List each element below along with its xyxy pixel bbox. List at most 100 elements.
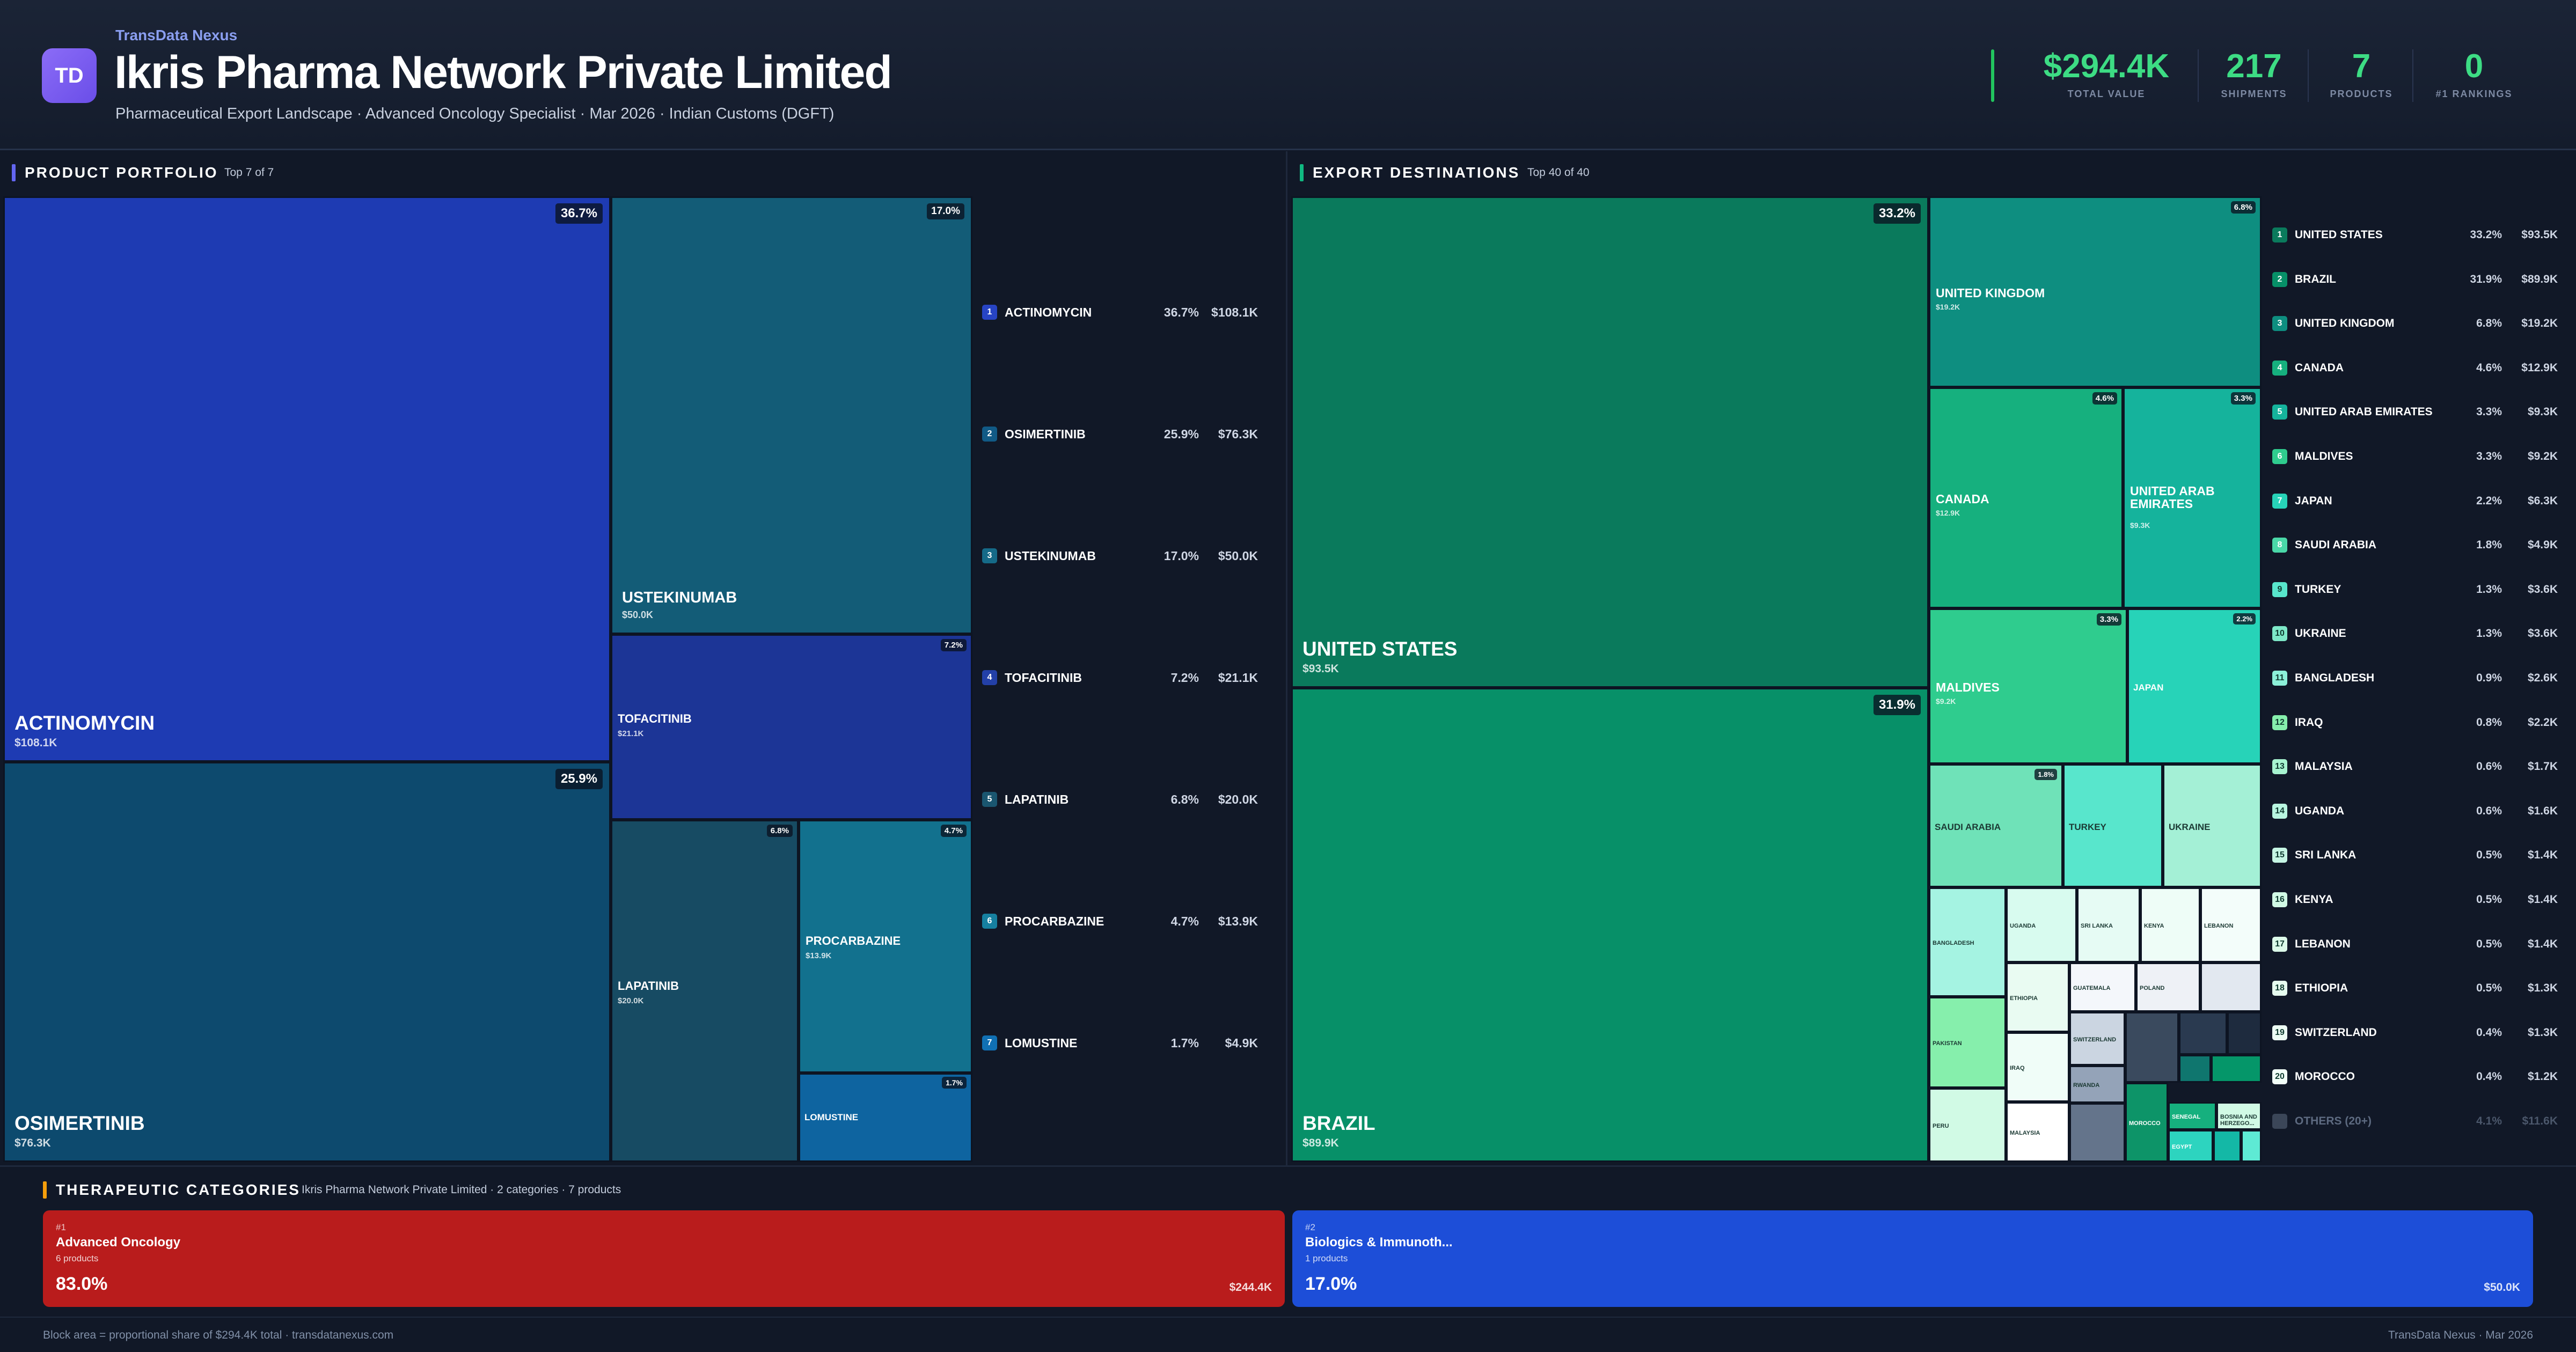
product-tile-tofacitinib[interactable]: 7.2% TOFACITINIB $21.1K — [611, 634, 972, 820]
product-tile-lapatinib[interactable]: 6.8% LAPATINIB $20.0K — [611, 820, 799, 1162]
tile-name: PERU — [1933, 1123, 1949, 1129]
category-card-advanced-oncology[interactable]: #1 Advanced Oncology 6 products 83.0% $2… — [43, 1210, 1285, 1307]
tile-value: $20.0K — [618, 996, 644, 1005]
list-item-saudi-arabia[interactable]: 8 SAUDI ARABIA 1.8% $4.9K — [2272, 534, 2562, 556]
list-item-lapatinib[interactable]: 5 LAPATINIB 6.8% $20.0K — [982, 789, 1272, 810]
destination-tile-senegal[interactable]: SENEGAL — [2168, 1102, 2216, 1130]
brand-name[interactable]: TransData Nexus — [115, 27, 238, 43]
destination-tile-rwanda[interactable]: RWANDA — [2069, 1066, 2125, 1103]
list-item-morocco[interactable]: 20 MOROCCO 0.4% $1.2K — [2272, 1066, 2562, 1088]
list-item-maldives[interactable]: 6 MALDIVES 3.3% $9.2K — [2272, 446, 2562, 467]
destination-tile-small[interactable] — [2211, 1055, 2262, 1083]
stat-label: SHIPMENTS — [2221, 89, 2287, 99]
list-item-malaysia[interactable]: 13 MALAYSIA 0.6% $1.7K — [2272, 756, 2562, 777]
list-item-ukraine[interactable]: 10 UKRAINE 1.3% $3.6K — [2272, 623, 2562, 644]
destination-tile-lebanon[interactable]: LEBANON — [2200, 887, 2262, 962]
product-tile-procarbazine[interactable]: 4.7% PROCARBAZINE $13.9K — [799, 820, 972, 1073]
list-item-others[interactable]: OTHERS (20+) 4.1% $11.6K — [2272, 1111, 2562, 1132]
product-tile-actinomycin[interactable]: 36.7% ACTINOMYCIN $108.1K — [3, 196, 611, 762]
logo-badge: TD — [42, 48, 97, 103]
destination-tile-uganda[interactable]: UGANDA — [2006, 887, 2077, 962]
list-item-japan[interactable]: 7 JAPAN 2.2% $6.3K — [2272, 490, 2562, 512]
stat-divider — [2412, 49, 2413, 102]
list-item-ethiopia[interactable]: 18 ETHIOPIA 0.5% $1.3K — [2272, 978, 2562, 999]
destination-tile-united-arab-emirates[interactable]: 3.3% UNITED ARAB EMIRATES $9.3K — [2123, 387, 2262, 608]
stat-value: 217 — [2226, 48, 2282, 85]
destination-tile-united-kingdom[interactable]: 6.8% UNITED KINGDOM $19.2K — [1929, 196, 2262, 387]
category-card-biologics[interactable]: #2 Biologics & Immunoth... 1 products 17… — [1292, 1210, 2533, 1307]
destination-tile-egypt[interactable]: EGYPT — [2168, 1130, 2213, 1162]
tile-name: MALAYSIA — [2010, 1130, 2040, 1136]
destination-tile-small[interactable] — [2213, 1130, 2241, 1162]
destination-tile-small[interactable] — [2227, 1012, 2262, 1055]
destination-tile-small[interactable] — [2200, 962, 2262, 1012]
list-item-united-kingdom[interactable]: 3 UNITED KINGDOM 6.8% $19.2K — [2272, 313, 2562, 334]
list-item-lebanon[interactable]: 17 LEBANON 0.5% $1.4K — [2272, 934, 2562, 955]
footer-note: Block area = proportional share of $294.… — [43, 1329, 394, 1341]
destination-tile-small[interactable] — [2241, 1130, 2262, 1162]
destination-tile-bangladesh[interactable]: BANGLADESH — [1929, 887, 2006, 997]
destination-tile-pakistan[interactable]: PAKISTAN — [1929, 997, 2006, 1088]
list-item-name: LAPATINIB — [1005, 792, 1069, 806]
destination-tile-peru[interactable]: PERU — [1929, 1088, 2006, 1162]
destination-tile-ukraine[interactable]: UKRAINE — [2163, 764, 2262, 887]
list-item-iraq[interactable]: 12 IRAQ 0.8% $2.2K — [2272, 712, 2562, 733]
categories-accent-bar — [43, 1181, 47, 1199]
destination-tile-small[interactable] — [2069, 1103, 2125, 1162]
list-item-procarbazine[interactable]: 6 PROCARBAZINE 4.7% $13.9K — [982, 910, 1272, 932]
destination-tile-guatemala[interactable]: GUATEMALA — [2069, 962, 2136, 1012]
list-item-actinomycin[interactable]: 1 ACTINOMYCIN 36.7% $108.1K — [982, 302, 1272, 323]
list-item-kenya[interactable]: 16 KENYA 0.5% $1.4K — [2272, 889, 2562, 910]
list-item-value: $11.6K — [2522, 1115, 2558, 1127]
product-tile-ustekinumab[interactable]: 17.0% USTEKINUMAB $50.0K — [611, 196, 972, 634]
destination-tile-small[interactable] — [2125, 1012, 2179, 1083]
product-tile-lomustine[interactable]: 1.7% LOMUSTINE — [799, 1073, 972, 1162]
list-item-switzerland[interactable]: 19 SWITZERLAND 0.4% $1.3K — [2272, 1022, 2562, 1044]
list-item-name: LEBANON — [2295, 937, 2351, 950]
destination-tile-poland[interactable]: POLAND — [2136, 962, 2200, 1012]
list-item-bangladesh[interactable]: 11 BANGLADESH 0.9% $2.6K — [2272, 667, 2562, 689]
tile-pct: 3.3% — [2230, 392, 2256, 405]
destination-tile-kenya[interactable]: KENYA — [2140, 887, 2200, 962]
destination-tile-maldives[interactable]: 3.3% MALDIVES $9.2K — [1929, 608, 2127, 764]
list-item-lomustine[interactable]: 7 LOMUSTINE 1.7% $4.9K — [982, 1032, 1272, 1054]
list-item-tofacitinib[interactable]: 4 TOFACITINIB 7.2% $21.1K — [982, 667, 1272, 688]
rank-badge: 5 — [2272, 405, 2287, 420]
destination-tile-small[interactable] — [2179, 1055, 2211, 1083]
list-item-turkey[interactable]: 9 TURKEY 1.3% $3.6K — [2272, 579, 2562, 600]
list-item-pct: 0.5% — [2476, 937, 2502, 950]
destination-tile-iraq[interactable]: IRAQ — [2006, 1032, 2069, 1102]
destination-tile-sri-lanka[interactable]: SRI LANKA — [2077, 887, 2140, 962]
list-item-uganda[interactable]: 14 UGANDA 0.6% $1.6K — [2272, 800, 2562, 822]
destination-tile-canada[interactable]: 4.6% CANADA $12.9K — [1929, 387, 2123, 608]
list-item-osimertinib[interactable]: 2 OSIMERTINIB 25.9% $76.3K — [982, 423, 1272, 445]
list-item-united-arab-emirates[interactable]: 5 UNITED ARAB EMIRATES 3.3% $9.3K — [2272, 401, 2562, 423]
rank-badge: 19 — [2272, 1025, 2287, 1040]
list-item-united-states[interactable]: 1 UNITED STATES 33.2% $93.5K — [2272, 224, 2562, 246]
list-item-brazil[interactable]: 2 BRAZIL 31.9% $89.9K — [2272, 269, 2562, 290]
destination-tile-malaysia[interactable]: MALAYSIA — [2006, 1102, 2069, 1162]
destination-tile-switzerland[interactable]: SWITZERLAND — [2069, 1012, 2125, 1066]
list-item-name: ACTINOMYCIN — [1005, 305, 1092, 319]
list-item-pct: 33.2% — [2470, 229, 2502, 241]
destination-tile-turkey[interactable]: TURKEY — [2063, 764, 2163, 887]
destination-tile-bosnia-and-herzego[interactable]: BOSNIA AND HERZEGO... — [2216, 1102, 2262, 1130]
destination-tile-brazil[interactable]: 31.9% BRAZIL $89.9K — [1291, 688, 1929, 1162]
destination-tile-saudi-arabia[interactable]: 1.8% SAUDI ARABIA — [1929, 764, 2063, 887]
list-item-value: $13.9K — [1218, 914, 1258, 928]
list-item-sri-lanka[interactable]: 15 SRI LANKA 0.5% $1.4K — [2272, 844, 2562, 866]
destination-tile-united-states[interactable]: 33.2% UNITED STATES $93.5K — [1291, 196, 1929, 688]
category-value: $244.4K — [1229, 1281, 1272, 1294]
list-item-name: BANGLADESH — [2295, 672, 2375, 684]
list-item-ustekinumab[interactable]: 3 USTEKINUMAB 17.0% $50.0K — [982, 545, 1272, 567]
list-item-name: UNITED STATES — [2295, 229, 2383, 241]
destination-tile-ethiopia[interactable]: ETHIOPIA — [2006, 962, 2069, 1032]
list-item-canada[interactable]: 4 CANADA 4.6% $12.9K — [2272, 357, 2562, 379]
tile-name: BRAZIL — [1302, 1112, 1375, 1134]
product-tile-osimertinib[interactable]: 25.9% OSIMERTINIB $76.3K — [3, 762, 611, 1162]
destination-tile-japan[interactable]: 2.2% JAPAN — [2127, 608, 2262, 764]
footer-credit: TransData Nexus · Mar 2026 — [2388, 1329, 2533, 1341]
destination-tile-morocco[interactable]: MOROCCO — [2125, 1083, 2168, 1162]
destination-tile-small[interactable] — [2179, 1012, 2227, 1055]
list-item-pct: 4.7% — [1170, 914, 1199, 928]
